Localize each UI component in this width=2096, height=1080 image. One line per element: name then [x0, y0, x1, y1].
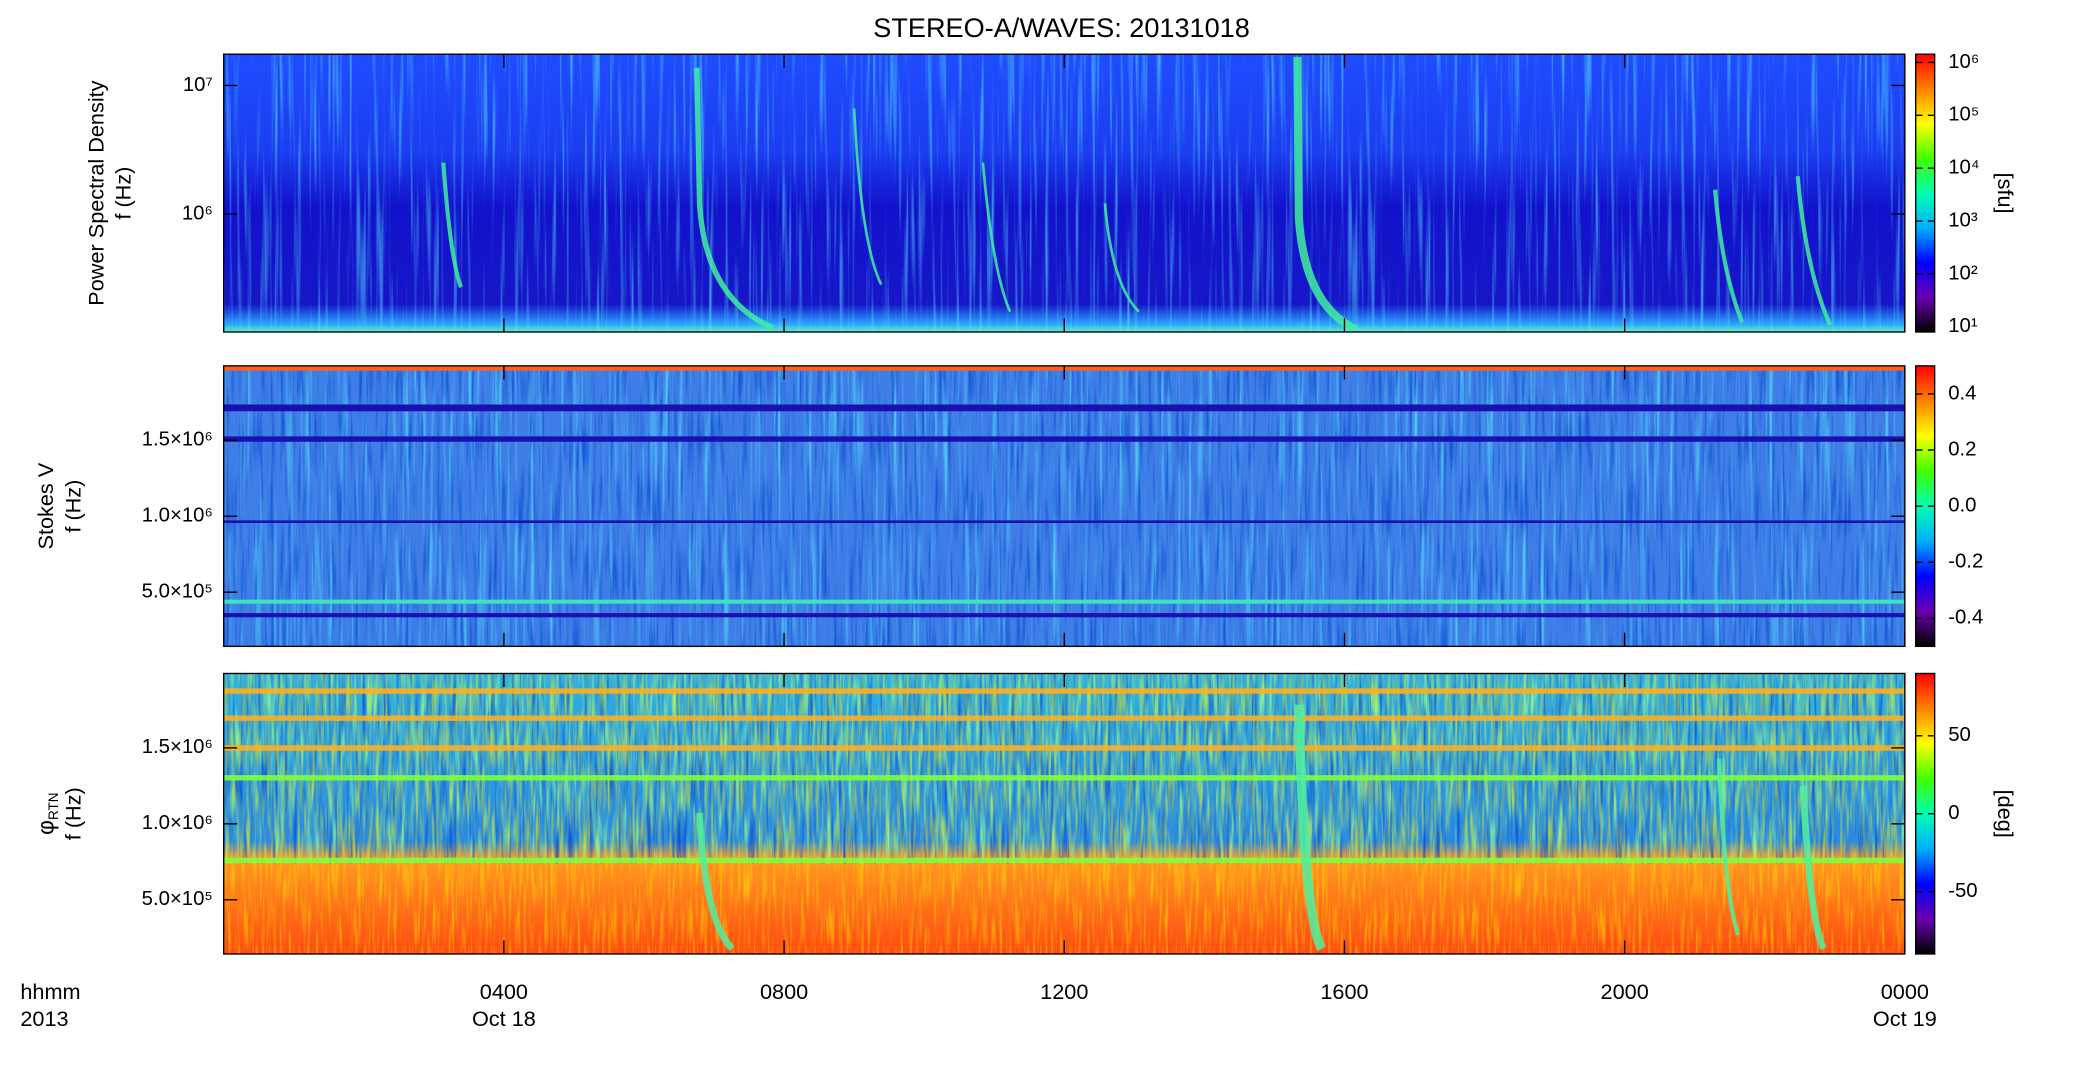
colorbar-label: [deg] [1993, 790, 2018, 838]
burst [694, 67, 774, 331]
y-tick-label: 5.0×10⁵ [142, 581, 213, 603]
y-tick-label: 10⁷ [183, 74, 213, 96]
y-tick-label: 1.5×10⁶ [142, 736, 213, 758]
colorbar [1915, 365, 1935, 647]
colorbar-tick-label: 10² [1948, 262, 1978, 284]
band-lines [223, 688, 1905, 864]
x-tick-label: 0800 [760, 979, 808, 1004]
x-axis-label: hhmm [20, 979, 80, 1004]
burst [696, 812, 735, 951]
y-axis-label: Stokes V [33, 462, 58, 549]
texture-noise [223, 54, 1905, 332]
y-axis-label: f (Hz) [110, 167, 135, 220]
burst-traces [696, 704, 1827, 952]
colorbar-label: [sfu] [1993, 173, 2018, 214]
chart-title: STEREO-A/WAVES: 20131018 [873, 12, 1250, 43]
colorbar [1915, 54, 1935, 332]
y-tick-label: 10⁶ [182, 202, 213, 224]
colorbar-tick-label: -50 [1948, 880, 1977, 902]
burst-traces [441, 56, 1833, 332]
band-lines [223, 404, 1905, 618]
burst [1717, 758, 1741, 936]
colorbar-tick-label: 10⁵ [1948, 104, 1979, 126]
y-tick-label: 5.0×10⁵ [142, 888, 213, 910]
y-tick-label: 1.0×10⁶ [142, 812, 213, 834]
burst [441, 162, 463, 288]
y-axis-label: f (Hz) [60, 787, 85, 840]
y-axis-label-subscript: RTN [46, 792, 61, 820]
colorbar-tick-label: 50 [1948, 724, 1971, 746]
burst [1713, 189, 1745, 324]
stokes-texture [223, 365, 1905, 647]
y-axis-label-symbol: φ [33, 820, 59, 835]
burst [852, 108, 883, 286]
colorbar-tick-label: 0 [1948, 802, 1959, 824]
burst [1294, 704, 1327, 952]
colorbar-tick-label: 0.0 [1948, 495, 1976, 517]
x-tick-label: 0000 [1881, 979, 1929, 1004]
y-tick-label: 1.5×10⁶ [142, 429, 213, 451]
x-date-label: Oct 19 [1873, 1006, 1937, 1031]
x-axis-label: 2013 [20, 1006, 68, 1031]
burst [1799, 785, 1827, 951]
colorbar [1915, 673, 1935, 954]
y-axis-label: φRTN [33, 792, 61, 835]
colorbar-tick-label: 10⁴ [1948, 157, 1979, 179]
spectrogram-texture [223, 54, 1905, 332]
colorbar-tick-label: 0.2 [1948, 438, 1976, 460]
burst [1103, 203, 1140, 313]
burst [981, 162, 1012, 313]
colorbar-tick-label: 10¹ [1948, 315, 1978, 337]
colorbar-tick-label: -0.4 [1948, 607, 1983, 629]
burst [1293, 56, 1358, 332]
colorbar-tick-label: 10⁶ [1948, 51, 1979, 73]
y-tick-label: 1.0×10⁶ [142, 505, 213, 527]
x-tick-label: 1200 [1040, 979, 1088, 1004]
y-axis-label: Power Spectral Density [83, 80, 108, 305]
burst [1795, 175, 1833, 327]
x-tick-label: 0400 [480, 979, 528, 1004]
colorbar-tick-label: 10³ [1948, 209, 1978, 231]
colorbar-frame [1915, 53, 1936, 333]
colorbar-tick-label: 0.4 [1948, 382, 1976, 404]
y-axis-label: f (Hz) [60, 480, 85, 533]
phase-texture [223, 673, 1905, 954]
x-tick-label: 2000 [1601, 979, 1649, 1004]
x-date-label: Oct 18 [472, 1006, 536, 1031]
colorbar-tick-label: -0.2 [1948, 551, 1983, 573]
x-tick-label: 1600 [1320, 979, 1368, 1004]
